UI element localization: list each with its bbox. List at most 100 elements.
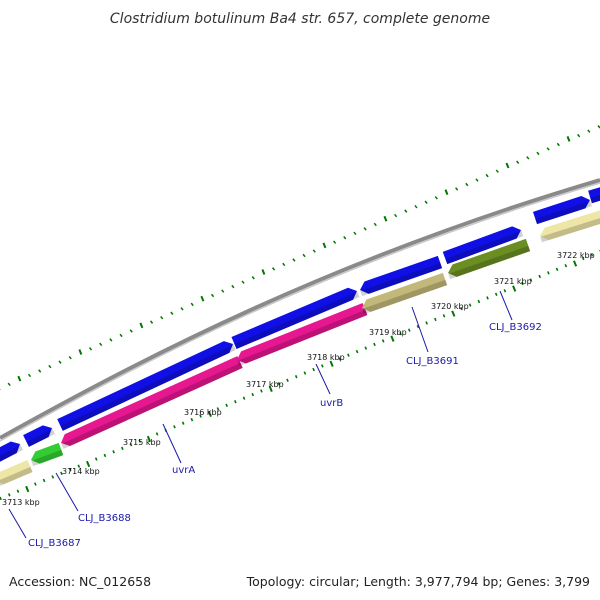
tick-minor	[7, 493, 11, 497]
outer-ruler-tick	[546, 147, 550, 151]
cds-forward-1[interactable]	[0, 441, 23, 462]
tick-minor	[173, 425, 176, 429]
outer-ruler-tick	[556, 142, 560, 147]
tick-minor	[494, 292, 498, 297]
tick-minor	[51, 475, 55, 479]
outer-ruler-tick	[261, 269, 266, 275]
tick-minor	[181, 421, 185, 425]
cds-reverse-5-shade	[540, 218, 600, 243]
tick-minor	[199, 414, 202, 418]
tick-minor	[320, 364, 324, 368]
outer-ruler-tick	[149, 320, 154, 324]
cds-reverse-5[interactable]	[540, 208, 600, 243]
outer-ruler-tick	[536, 151, 540, 156]
map-title: Clostridium botulinum Ba4 str. 657, comp…	[110, 11, 490, 27]
cds-forward-6-body	[442, 226, 521, 265]
cds-reverse-uvrA[interactable]	[61, 356, 243, 449]
tick-label-8: 3720 kbp	[431, 302, 469, 311]
tick-minor	[520, 281, 524, 286]
tick-minor	[216, 407, 220, 411]
cds-forward-8-shade	[590, 195, 600, 204]
gene-label-3[interactable]: uvrA	[172, 465, 195, 476]
tick-minor	[381, 339, 385, 343]
cds-forward-3[interactable]	[57, 341, 236, 431]
cds-forward-6[interactable]	[442, 226, 524, 265]
outer-ruler-tick	[38, 369, 42, 373]
tick-major	[329, 360, 334, 367]
tick-minor	[564, 264, 568, 268]
gene-leader-line	[55, 472, 79, 512]
outer-ruler-tick	[333, 240, 337, 244]
cds-reverse-3-body	[362, 272, 448, 312]
outer-ruler-tick	[200, 295, 205, 302]
outer-ruler-tick	[282, 262, 286, 267]
outer-ruler-tick	[292, 258, 296, 262]
outer-ruler-tick	[180, 307, 184, 311]
cds-forward-4-body	[231, 287, 357, 349]
tick-minor	[407, 328, 411, 332]
tick-minor	[399, 332, 402, 336]
tick-label-10: 3722 kbp	[557, 251, 595, 260]
cds-reverse-1-body	[0, 460, 33, 485]
gene-label-6[interactable]: CLJ_B3692	[489, 322, 542, 333]
cds-forward-4[interactable]	[231, 287, 360, 349]
cds-forward-8[interactable]	[588, 187, 600, 204]
cds-forward-1-body	[0, 441, 20, 462]
outer-ruler-tick	[139, 322, 144, 329]
tick-label-7: 3719 kbp	[369, 328, 407, 337]
tick-minor	[242, 396, 246, 400]
outer-ruler-tick	[434, 196, 438, 200]
cds-reverse-4[interactable]	[448, 238, 531, 280]
cds-forward-2[interactable]	[23, 425, 55, 447]
cds-forward-7[interactable]	[532, 195, 593, 225]
tick-minor	[503, 289, 507, 293]
tick-minor	[138, 439, 142, 443]
outer-ruler-tick	[444, 189, 449, 195]
outer-ruler-tick	[516, 160, 520, 164]
gene-leader-line	[162, 423, 182, 464]
tick-minor	[103, 453, 107, 458]
gene-label-5[interactable]: CLJ_B3691	[406, 356, 459, 367]
tick-minor	[68, 468, 72, 472]
tick-major	[390, 335, 395, 342]
outer-ruler-tick	[485, 173, 489, 178]
outer-ruler-tick	[88, 347, 93, 351]
cds-reverse-1[interactable]	[0, 460, 33, 487]
cds-reverse-uvrB[interactable]	[237, 302, 368, 367]
outer-ruler-tick	[394, 213, 398, 218]
cds-reverse-uvrA-shade	[61, 362, 243, 449]
cds-forward-3-body	[57, 341, 233, 431]
tick-label-1: 3713 kbp	[2, 498, 40, 507]
genome-summary-label: Topology: circular; Length: 3,977,794 bp…	[246, 574, 590, 589]
tick-minor	[468, 303, 472, 307]
outer-ruler-tick	[190, 302, 194, 307]
cds-reverse-3[interactable]	[362, 272, 448, 315]
outer-ruler-tick	[231, 284, 235, 289]
outer-ruler-tick	[526, 156, 530, 160]
cds-reverse-2[interactable]	[31, 442, 64, 467]
tick-major	[451, 310, 456, 317]
cds-forward-2-shade	[26, 428, 55, 447]
outer-ruler-tick	[241, 280, 245, 284]
outer-ruler-tick	[58, 360, 62, 364]
cds-reverse-uvrB-shade	[237, 309, 368, 367]
tick-minor	[355, 349, 359, 354]
tick-major	[268, 385, 273, 392]
outer-ruler-tick	[343, 236, 347, 240]
outer-ruler-tick	[99, 342, 103, 347]
cds-forward-8-body	[588, 187, 600, 204]
tick-minor	[434, 317, 437, 322]
cds-reverse-1-shade	[0, 466, 33, 486]
tick-minor	[277, 382, 281, 386]
tick-minor	[425, 321, 428, 325]
gene-label-1[interactable]: CLJ_B3687	[28, 538, 81, 549]
genome-map: 3713 kbp 3714 kbp 3715 kbp 3716 kbp 3717 kbp…	[0, 125, 600, 549]
tick-minor	[347, 353, 350, 357]
gene-leader-line	[8, 508, 27, 539]
gene-label-4[interactable]: uvrB	[320, 398, 343, 409]
outer-ruler-tick	[271, 267, 276, 271]
cds-forward-5[interactable]	[360, 255, 443, 297]
gene-label-2[interactable]: CLJ_B3688	[78, 513, 131, 524]
outer-ruler-tick	[424, 200, 428, 204]
outer-ruler-tick	[383, 215, 388, 222]
